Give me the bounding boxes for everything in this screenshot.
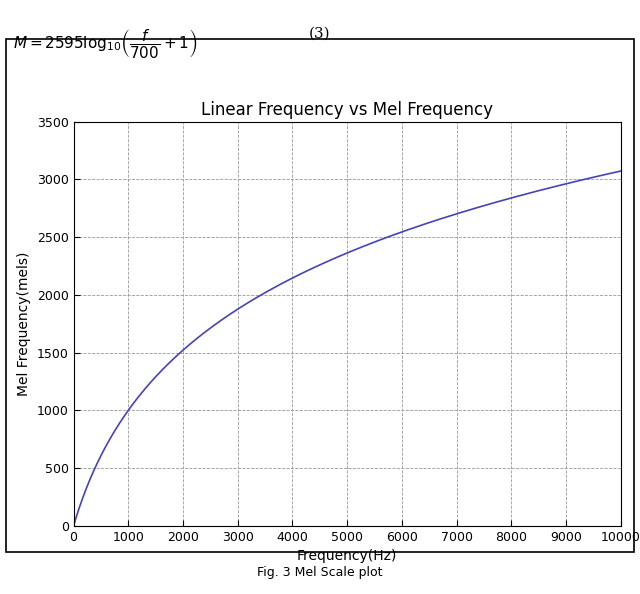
Text: Fig. 3 Mel Scale plot: Fig. 3 Mel Scale plot — [257, 566, 383, 579]
Title: Linear Frequency vs Mel Frequency: Linear Frequency vs Mel Frequency — [201, 101, 493, 119]
Text: (3): (3) — [309, 27, 331, 41]
X-axis label: Frequency(Hz): Frequency(Hz) — [297, 549, 397, 563]
Text: $M = 2595\log_{10}\!\left(\dfrac{f}{700}+1\right)$: $M = 2595\log_{10}\!\left(\dfrac{f}{700}… — [13, 27, 198, 60]
Y-axis label: Mel Frequency(mels): Mel Frequency(mels) — [17, 251, 31, 396]
